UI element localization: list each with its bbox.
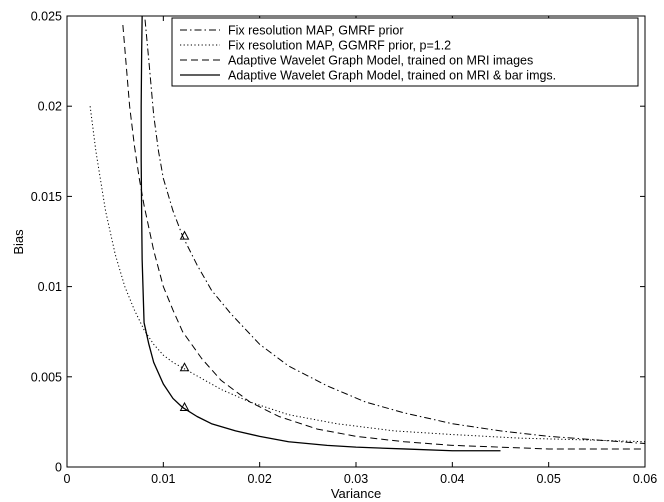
x-tick-label: 0.01 (151, 472, 175, 486)
y-tick-label: 0.015 (31, 190, 62, 204)
x-tick-label: 0.03 (344, 472, 368, 486)
plot-frame (66, 15, 646, 468)
legend-entry-3: Adaptive Wavelet Graph Model, trained on… (228, 54, 533, 68)
series-line-1 (144, 19, 645, 445)
legend-box (171, 17, 639, 87)
y-axis-label: Bias (11, 229, 26, 255)
markers-layer (179, 230, 190, 411)
triangle-marker (179, 362, 190, 372)
triangle-marker (179, 230, 190, 240)
legend-entry-1: Fix resolution MAP, GMRF prior (228, 24, 404, 38)
x-tick-label: 0 (64, 472, 71, 486)
x-tick-label: 0.06 (633, 472, 657, 486)
x-tick-label: 0.05 (536, 472, 560, 486)
y-tick-label: 0 (55, 461, 62, 475)
x-tick-label: 0.02 (247, 472, 271, 486)
triangle-marker (179, 401, 190, 411)
series-line-4 (140, 16, 501, 452)
y-tick-label: 0.02 (38, 100, 62, 114)
y-tick-label: 0.025 (31, 10, 62, 24)
ticks-layer: 0 0.01 0.02 0.03 0.04 0.05 0.06 0 0.005 0.01 0.015… (31, 10, 657, 487)
legend-entry-2: Fix resolution MAP, GGMRF prior, p=1.2 (228, 39, 451, 53)
y-tick-label: 0.005 (31, 370, 62, 384)
x-tick-label: 0.04 (440, 472, 464, 486)
series-layer (89, 16, 645, 452)
x-axis-label: Variance (331, 486, 381, 501)
legend-entry-4: Adaptive Wavelet Graph Model, trained on… (228, 69, 556, 83)
series-line-3 (122, 24, 645, 450)
y-tick-label: 0.01 (38, 280, 62, 294)
